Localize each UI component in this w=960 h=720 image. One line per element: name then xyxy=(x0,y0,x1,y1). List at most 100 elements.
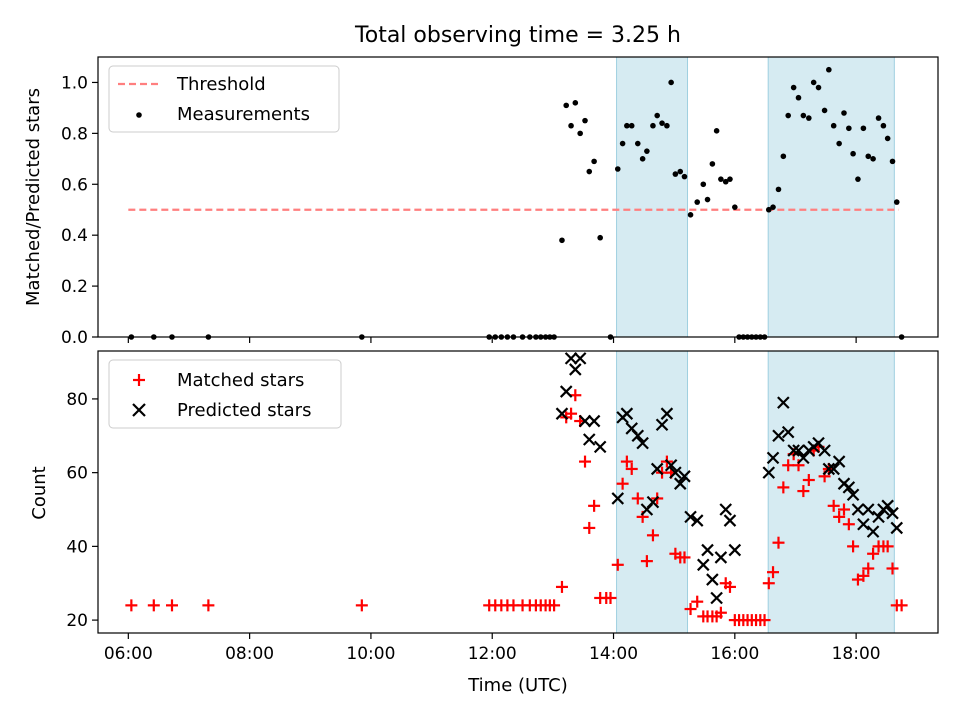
chart-title: Total observing time = 3.25 h xyxy=(354,23,681,48)
counts-panel-frame xyxy=(97,350,939,634)
predicted-star-point xyxy=(620,407,634,420)
matched-star-point xyxy=(886,562,899,575)
measurement-point xyxy=(821,107,828,114)
matched-star-point xyxy=(857,569,870,582)
measurement-point xyxy=(810,79,817,86)
predicted-star-point xyxy=(650,462,664,476)
predicted-star-point xyxy=(842,481,856,494)
x-tick-label: 18:00 xyxy=(832,644,881,664)
predicted-star-point xyxy=(678,470,691,483)
matched-star-point xyxy=(827,499,840,512)
predicted-star-point xyxy=(822,462,836,476)
observing-window-2 xyxy=(767,56,895,338)
y-tick-label: 0.4 xyxy=(61,226,88,246)
matched-legend-marker xyxy=(133,374,145,386)
matched-star-point xyxy=(565,407,578,420)
counts-y-axis-label: Count xyxy=(29,466,50,519)
ratio-x-ticks xyxy=(127,337,857,343)
counts-legend: Matched stars Predicted stars xyxy=(108,359,342,429)
observing-window-1 xyxy=(616,350,689,634)
matched-star-point xyxy=(767,566,780,579)
y-tick-label: 60 xyxy=(66,464,88,484)
measurement-point xyxy=(644,148,650,154)
matched-star-point xyxy=(684,603,697,616)
measurement-point xyxy=(650,122,656,129)
predicted-star-point xyxy=(797,451,810,465)
predicted-star-point xyxy=(636,436,649,450)
predicted-star-point xyxy=(827,462,840,476)
matched-star-point xyxy=(616,477,629,490)
measurement-point xyxy=(700,181,707,188)
measurement-point xyxy=(614,166,621,172)
measurement-point xyxy=(718,176,724,182)
matched-star-point xyxy=(691,595,704,608)
measurement-point xyxy=(795,94,802,101)
ratio-legend: Threshold Measurements xyxy=(108,65,340,133)
measurement-point xyxy=(634,140,641,147)
matched-star-point xyxy=(611,558,624,571)
measurements-legend-label: Measurements xyxy=(177,104,310,125)
matched-star-point xyxy=(555,580,568,593)
matched-star-point xyxy=(165,599,178,612)
matched-star-point xyxy=(723,580,736,593)
measurement-point xyxy=(722,178,729,185)
matched-star-point xyxy=(678,551,691,564)
measurement-point xyxy=(785,112,791,119)
measurement-point xyxy=(713,128,720,134)
measurement-point xyxy=(591,158,597,165)
measurement-point xyxy=(559,237,565,244)
predicted-star-point xyxy=(886,506,899,520)
matched-star-point xyxy=(842,518,855,531)
matched-star-point xyxy=(837,503,850,516)
count-points xyxy=(125,352,908,627)
predicted-star-point xyxy=(723,514,737,527)
matched-star-point xyxy=(797,485,810,498)
measurement-point xyxy=(664,122,670,129)
measurement-point xyxy=(681,173,688,180)
measurement-point xyxy=(586,168,593,175)
matched-star-point xyxy=(646,529,659,542)
predicted-star-point xyxy=(866,525,880,538)
matched-star-point xyxy=(867,547,880,560)
matched-star-point xyxy=(355,599,368,612)
predicted-star-point xyxy=(564,352,578,365)
ratio-y-axis-label: Matched/Predicted stars xyxy=(23,88,44,306)
matched-star-point xyxy=(147,599,160,612)
measurement-point xyxy=(800,112,807,119)
predicted-star-point xyxy=(569,363,582,376)
predicted-star-point xyxy=(631,429,645,443)
measurement-point xyxy=(880,122,887,129)
matched-star-point xyxy=(579,455,592,468)
matched-star-point xyxy=(640,555,653,568)
predicted-star-point xyxy=(611,492,625,505)
measurement-point xyxy=(677,168,684,175)
y-tick-label: 80 xyxy=(66,390,88,410)
ratio-panel: 0.0 0.2 0.4 0.6 0.8 1.0 Matched/Predicted sta… xyxy=(23,56,939,348)
measurement-point xyxy=(780,153,787,160)
measurement-point xyxy=(668,79,674,86)
matched-star-point xyxy=(772,536,785,549)
measurement-point xyxy=(865,153,872,160)
predicted-star-point xyxy=(851,503,865,516)
predicted-star-point xyxy=(719,503,733,516)
predicted-star-point xyxy=(646,495,660,509)
x-tick-label: 06:00 xyxy=(104,644,153,664)
predicted-star-point xyxy=(781,425,795,439)
measurement-point xyxy=(836,140,842,147)
measurement-point xyxy=(870,156,876,162)
matched-star-point xyxy=(782,459,795,472)
measurement-point xyxy=(727,176,733,182)
x-axis-label: Time (UTC) xyxy=(467,675,568,696)
measurement-point xyxy=(704,196,711,203)
measurement-point xyxy=(846,125,852,132)
predicted-star-point xyxy=(766,451,780,465)
predicted-star-point xyxy=(664,458,678,472)
measurement-point xyxy=(830,122,837,129)
predicted-star-point xyxy=(890,521,904,535)
predicted-star-point xyxy=(861,503,875,516)
predicted-star-point xyxy=(818,444,831,457)
y-tick-label: 40 xyxy=(66,537,88,557)
measurement-point xyxy=(672,171,679,177)
predicted-star-point xyxy=(846,488,860,502)
measurement-point xyxy=(628,122,635,129)
